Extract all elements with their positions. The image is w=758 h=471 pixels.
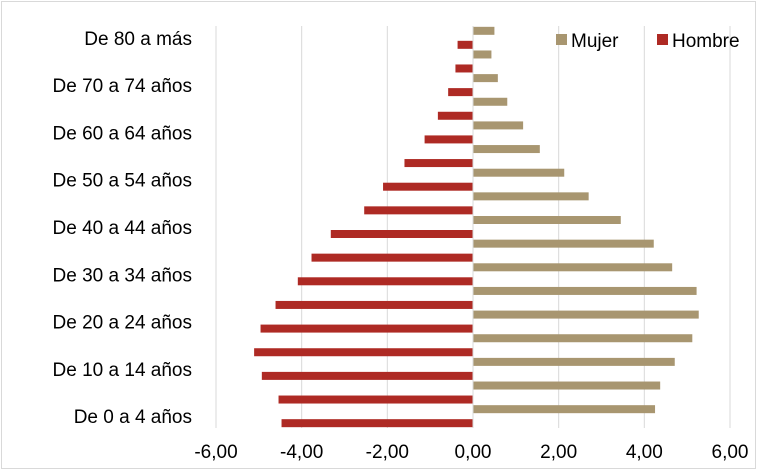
bar-mujer-de-15-a-19-a-os [473,334,693,343]
bars [254,26,699,428]
x-tick-label: 2,00 [540,442,577,463]
bar-hombre-de-30-a-34-a-os [297,277,473,286]
bar-mujer-de-30-a-34-a-os [473,263,673,272]
bar-hombre-de-70-a-74-a-os [448,88,473,97]
bar-hombre-de-20-a-24-a-os [260,324,473,333]
y-category-label: De 10 a 14 años [53,360,192,381]
bar-hombre-de-25-a-29-a-os [275,300,473,309]
bar-mujer-de-45-a-49-a-os [473,192,589,201]
bar-mujer-de-80-a-m-s [473,26,495,35]
bar-hombre-de-35-a-39-a-os [311,253,473,262]
y-category-label: De 30 a 34 años [53,265,192,286]
x-tick-label: -2,00 [366,442,409,463]
legend-label-hombre: Hombre [672,31,740,52]
x-tick-label: -4,00 [280,442,323,463]
bar-hombre-de-45-a-49-a-os [364,206,473,215]
bar-hombre-de-15-a-19-a-os [254,348,473,357]
x-tick-label: -6,00 [194,442,237,463]
x-tick-label: 0,00 [455,442,492,463]
bar-hombre-de-5-a-9-a-os [278,395,473,404]
bar-hombre-de-65-a-69-a-os [437,111,473,120]
y-category-label: De 0 a 4 años [74,407,192,428]
bar-mujer-de-20-a-24-a-os [473,310,699,319]
bar-mujer-de-5-a-9-a-os [473,381,661,390]
legend-swatch-mujer [556,34,567,45]
bar-hombre-de-60-a-64-a-os [424,135,473,144]
bar-mujer-de-10-a-14-a-os [473,357,675,366]
bar-hombre-de-10-a-14-a-os [261,371,473,380]
legend: Mujer Hombre [556,31,740,52]
y-category-label: De 60 a 64 años [53,123,192,144]
bar-mujer-de-50-a-54-a-os [473,168,565,177]
y-category-label: De 70 a 74 años [53,76,192,97]
bar-mujer-de-25-a-29-a-os [473,286,697,295]
bar-mujer-de-0-a-4-a-os [473,405,656,414]
bar-mujer-de-65-a-69-a-os [473,97,508,106]
bar-hombre-de-50-a-54-a-os [383,182,473,191]
bar-mujer-de-35-a-39-a-os [473,239,654,248]
bar-mujer-de-60-a-64-a-os [473,121,524,130]
legend-label-mujer: Mujer [571,31,619,52]
y-category-label: De 20 a 24 años [53,313,192,334]
bar-hombre-de-55-a-59-a-os [404,159,473,168]
bar-hombre-de-80-a-m-s [457,40,473,49]
y-category-label: De 50 a 54 años [53,171,192,192]
bar-hombre-de-40-a-44-a-os [330,230,473,238]
x-tick-label: 6,00 [712,442,749,463]
bar-mujer-de-55-a-59-a-os [473,145,540,154]
bar-hombre-de-75-a-79-a-os [455,64,473,73]
bar-mujer-de-40-a-44-a-os [473,216,621,224]
legend-swatch-hombre [657,34,668,45]
bar-mujer-de-70-a-74-a-os [473,74,498,83]
bar-mujer-de-75-a-79-a-os [473,50,492,59]
bar-hombre-de-0-a-4-a-os [281,419,473,428]
axes: -6,00 -4,00 -2,00 0,00 2,00 4,00 6,00 De 0 a 4 … [53,26,749,463]
y-category-label: De 80 a más [84,29,192,50]
y-category-label: De 40 a 44 años [53,218,192,239]
x-tick-label: 4,00 [626,442,663,463]
